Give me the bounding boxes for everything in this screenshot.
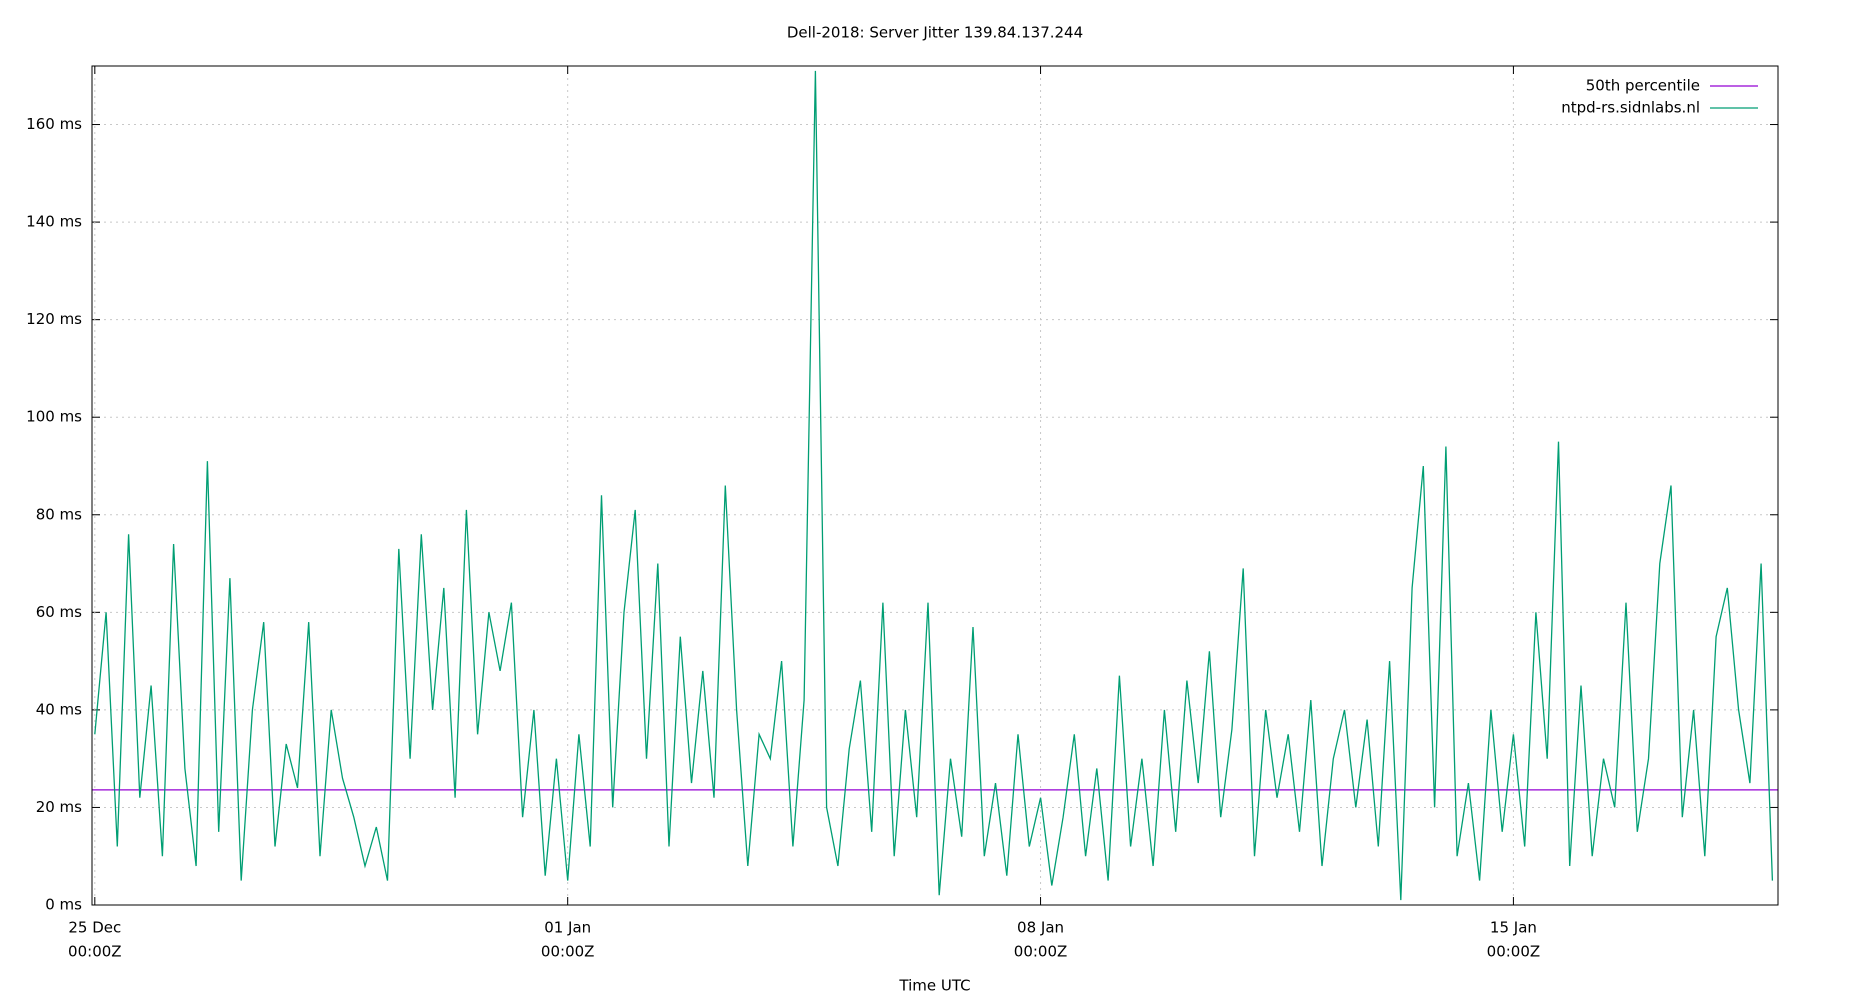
- y-tick-label: 0 ms: [45, 896, 82, 914]
- y-tick-label: 120 ms: [26, 310, 82, 328]
- x-axis-title: Time UTC: [898, 977, 970, 995]
- y-tick-label: 40 ms: [36, 700, 82, 718]
- x-tick-label: 00:00Z: [1487, 943, 1541, 961]
- y-tick-label: 160 ms: [26, 115, 82, 133]
- y-tick-label: 20 ms: [36, 798, 82, 816]
- x-tick-label: 00:00Z: [541, 943, 595, 961]
- x-tick-label: 01 Jan: [544, 919, 591, 937]
- y-tick-label: 60 ms: [36, 603, 82, 621]
- legend-label: ntpd-rs.sidnlabs.nl: [1561, 99, 1700, 117]
- plot-frame: [91, 65, 1779, 906]
- x-tick-label: 15 Jan: [1490, 919, 1537, 937]
- series-line: [94, 70, 1774, 901]
- y-tick-label: 80 ms: [36, 505, 82, 523]
- y-tick-label: 140 ms: [26, 213, 82, 231]
- x-tick-label: 25 Dec: [68, 919, 121, 937]
- y-tick-label: 100 ms: [26, 408, 82, 426]
- x-tick-label: 00:00Z: [68, 943, 122, 961]
- x-tick-label: 00:00Z: [1014, 943, 1068, 961]
- legend-label: 50th percentile: [1586, 77, 1700, 95]
- chart-title: Dell-2018: Server Jitter 139.84.137.244: [787, 24, 1083, 42]
- x-tick-label: 08 Jan: [1017, 919, 1064, 937]
